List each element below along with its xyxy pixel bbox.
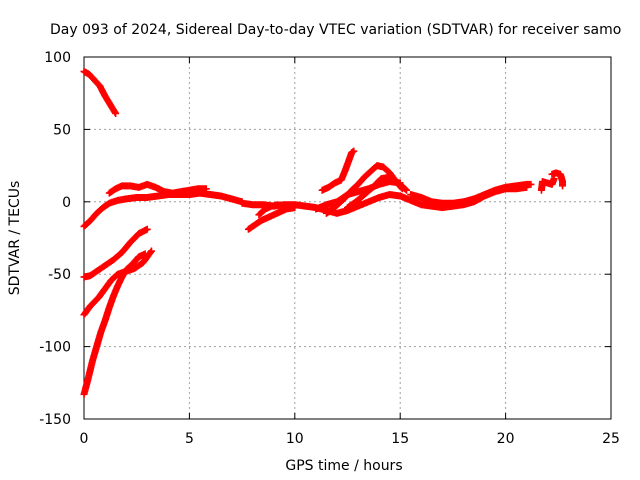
series-arc9 <box>255 201 282 219</box>
axis-ticks <box>83 56 612 420</box>
y-tick-label: -50 <box>48 267 71 283</box>
y-tick-label: 0 <box>62 195 71 211</box>
series-arc4 <box>80 225 151 281</box>
series-arc16 <box>548 169 567 190</box>
y-tick-label: 100 <box>44 50 71 66</box>
data-point <box>141 250 149 258</box>
data-points <box>80 67 567 398</box>
x-axis-label: GPS time / hours <box>285 458 402 474</box>
series-arc6 <box>80 250 149 398</box>
x-tick-label: 0 <box>80 431 89 447</box>
data-point <box>527 180 535 188</box>
x-tick-label: 5 <box>185 431 194 447</box>
data-point <box>143 225 151 233</box>
data-point <box>112 109 120 117</box>
data-point <box>202 185 210 193</box>
series-arc13 <box>344 173 411 212</box>
plot-frame <box>83 56 612 420</box>
y-axis-label: SDTVAR / TECUs <box>7 181 23 296</box>
series-arc12 <box>318 147 358 194</box>
y-tick-label: 50 <box>53 122 71 138</box>
x-tick-label: 15 <box>391 431 409 447</box>
y-tick-label: -150 <box>39 412 71 428</box>
data-point <box>147 248 155 256</box>
x-tick-label: 10 <box>286 431 304 447</box>
x-tick-label: 20 <box>497 431 515 447</box>
grid-lines <box>84 57 611 419</box>
x-tick-label: 25 <box>602 431 620 447</box>
data-point <box>350 147 358 155</box>
data-point <box>559 182 567 190</box>
data-point <box>401 185 409 193</box>
data-point <box>403 186 411 194</box>
series-arc8 <box>244 204 299 233</box>
data-point <box>291 204 299 212</box>
tick-labels: 0 5 10 15 20 25 -150 -100 -50 0 50 100 <box>39 50 620 447</box>
series-arc14 <box>407 180 535 207</box>
series-arc1 <box>80 67 120 117</box>
data-point <box>274 201 282 209</box>
data-point <box>147 247 155 255</box>
series-arc15 <box>537 175 558 194</box>
series-arc3 <box>105 180 210 197</box>
series-arc2 <box>80 189 246 230</box>
chart-title: Day 093 of 2024, Sidereal Day-to-day VTE… <box>50 22 621 38</box>
y-tick-label: -100 <box>39 340 71 356</box>
